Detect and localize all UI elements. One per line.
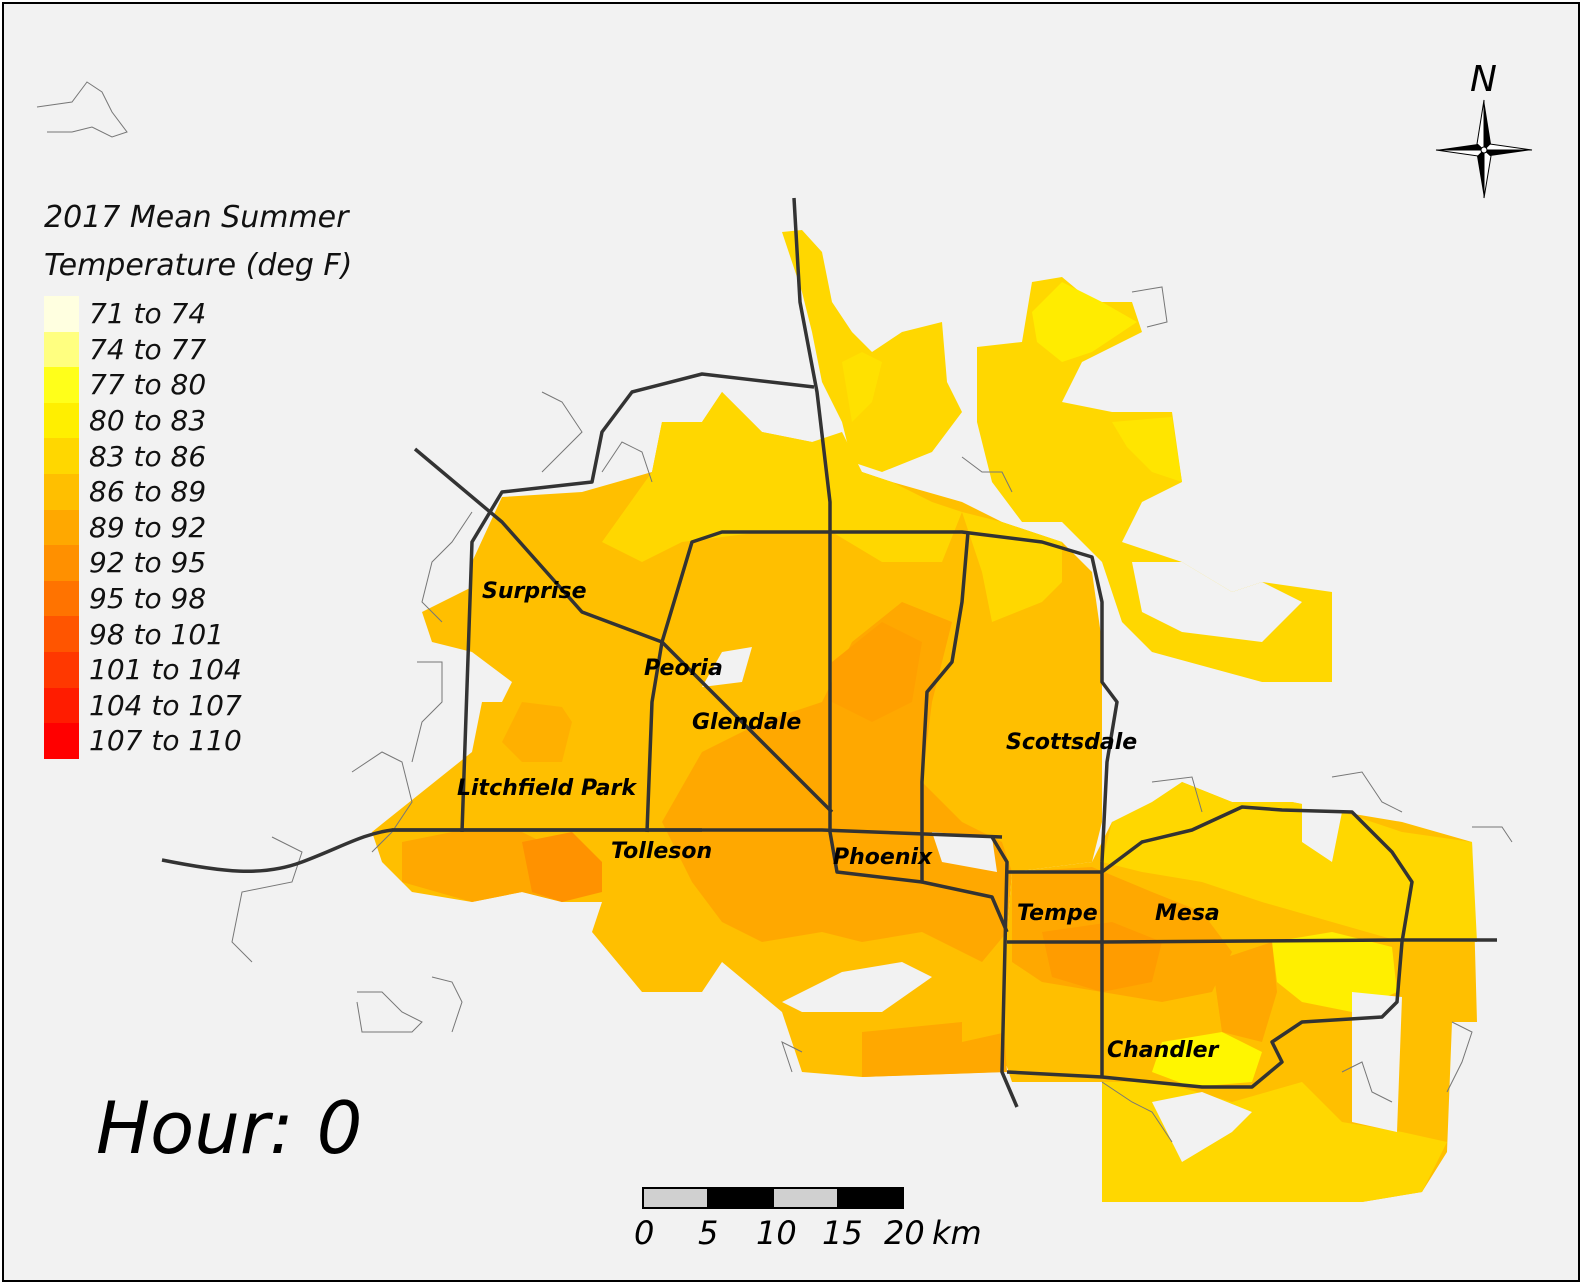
north-arrow-icon <box>1435 99 1533 199</box>
city-label-tempe: Tempe <box>1017 901 1098 926</box>
legend-title-line2: Temperature (deg F) <box>44 248 353 283</box>
legend-label: 74 to 77 <box>89 332 207 366</box>
legend-item: 77 to 80 <box>44 367 352 403</box>
legend-swatch <box>44 616 79 652</box>
legend-label: 95 to 98 <box>89 582 207 616</box>
legend-item: 71 to 74 <box>44 296 352 332</box>
hour-label: Hour: 0 <box>96 1086 363 1170</box>
heat-zone <box>602 392 962 562</box>
heat-zone <box>522 832 602 902</box>
scale-tick-15: 15 <box>822 1214 863 1252</box>
legend-item: 92 to 95 <box>44 545 352 581</box>
highway-loop101-central <box>645 641 664 833</box>
temperature-surface <box>372 230 1477 1202</box>
scale-tick-5: 5 <box>698 1214 719 1252</box>
municipal-boundaries <box>36 81 1513 1143</box>
legend-label: 80 to 83 <box>89 404 207 438</box>
legend-item: 101 to 104 <box>44 651 352 688</box>
north-label: N <box>1470 59 1497 100</box>
heat-zone <box>832 622 922 722</box>
legend-item: 98 to 101 <box>44 616 352 652</box>
highway-sr51 <box>920 531 1009 933</box>
no-data-areas <box>702 562 1402 1162</box>
legend-label: 77 to 80 <box>89 368 207 402</box>
legend-label: 107 to 110 <box>89 724 242 758</box>
highway-us60-east <box>1006 805 1414 1089</box>
legend-item: 89 to 92 <box>44 509 352 546</box>
legend: 2017 Mean Summer Temperature (deg F) 71 … <box>44 194 352 759</box>
legend-label: 71 to 74 <box>89 297 207 331</box>
highway-us60 <box>161 828 1003 874</box>
scale-tick-0: 0 <box>634 1214 655 1252</box>
legend-label: 83 to 86 <box>89 439 207 473</box>
legend-label: 104 to 107 <box>89 688 242 722</box>
highway-i17 <box>792 197 923 884</box>
map-canvas <box>36 81 1533 1209</box>
legend-label: 92 to 95 <box>89 546 207 580</box>
highway-loop101-west <box>460 372 815 833</box>
city-label-glendale: Glendale <box>692 710 802 735</box>
legend-swatch <box>44 438 79 474</box>
heat-zone <box>962 962 1007 1042</box>
legend-swatch <box>44 651 79 688</box>
legend-swatch <box>44 402 79 439</box>
legend-swatch <box>44 723 79 759</box>
city-label-tolleson: Tolleson <box>611 839 713 864</box>
city-label-scottsdale: Scottsdale <box>1006 730 1138 755</box>
legend-item: 86 to 89 <box>44 473 352 510</box>
city-label-chandler: Chandler <box>1107 1038 1219 1063</box>
highway-loop202 <box>1007 938 1497 944</box>
legend-swatch <box>44 509 79 546</box>
heat-zone <box>1152 1032 1262 1087</box>
legend-item: 95 to 98 <box>44 580 352 617</box>
heat-zone <box>502 702 572 762</box>
highway-grand-ave <box>413 447 834 814</box>
legend-title-line1: 2017 Mean Summer <box>44 200 349 235</box>
highway-loop101-north <box>660 530 1119 863</box>
legend-label: 89 to 92 <box>89 510 207 544</box>
legend-swatch <box>44 545 79 581</box>
legend-item: 74 to 77 <box>44 331 352 368</box>
heat-zone <box>1112 417 1182 482</box>
scale-unit: km <box>932 1214 982 1252</box>
heat-zone <box>782 230 962 472</box>
heat-zone <box>1102 782 1477 942</box>
heat-zone <box>1272 932 1397 1012</box>
scale-tick-10: 10 <box>756 1214 797 1252</box>
heat-zone <box>1032 282 1137 362</box>
heat-zone <box>977 277 1332 682</box>
legend-item: 107 to 110 <box>44 723 352 759</box>
legend-swatch <box>44 331 79 368</box>
city-label-surprise: Surprise <box>482 579 587 604</box>
city-label-peoria: Peoria <box>644 656 723 681</box>
heat-zone <box>1212 942 1277 1042</box>
scale-tick-20: 20 <box>884 1214 925 1252</box>
city-label-phoenix: Phoenix <box>833 845 933 870</box>
legend-swatch <box>44 687 79 724</box>
heat-zone <box>662 602 1012 962</box>
legend-rows: 71 to 74 74 to 77 77 to 80 80 to 83 83 to 86… <box>44 296 352 759</box>
legend-label: 98 to 101 <box>89 617 224 651</box>
legend-item: 83 to 86 <box>44 438 352 474</box>
scale-bar-icon <box>642 1187 904 1209</box>
legend-label: 86 to 89 <box>89 475 207 509</box>
city-label-mesa: Mesa <box>1155 901 1220 926</box>
highway-i10-east <box>990 836 1019 1108</box>
highways <box>161 197 1497 1108</box>
legend-swatch <box>44 580 79 617</box>
legend-item: 80 to 83 <box>44 402 352 439</box>
legend-swatch <box>44 473 79 510</box>
heat-zone <box>842 352 882 422</box>
heat-zone <box>962 512 1062 622</box>
legend-item: 104 to 107 <box>44 687 352 724</box>
legend-label: 101 to 104 <box>89 653 242 687</box>
city-label-litchfield-park: Litchfield Park <box>457 776 637 801</box>
legend-swatch <box>44 367 79 403</box>
legend-swatch <box>44 296 79 332</box>
